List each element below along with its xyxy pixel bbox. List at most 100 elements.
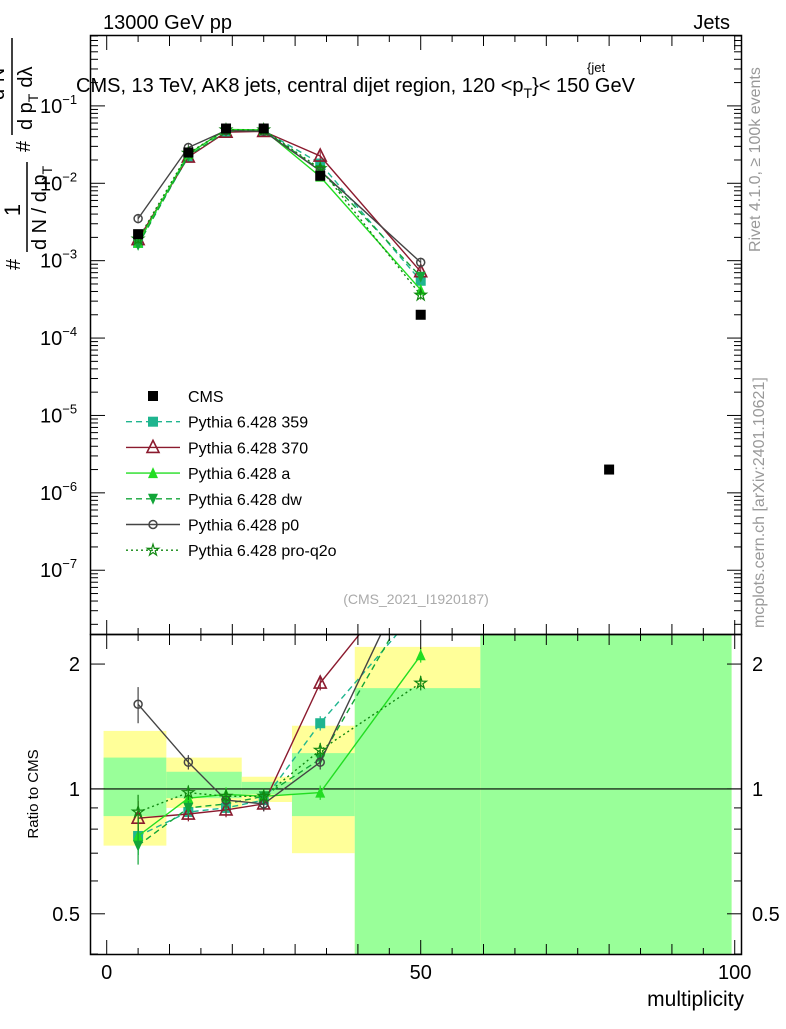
ratio-point-pq2o-1 — [180, 784, 196, 800]
ratio-y-tick-label-right-0: 0.5 — [752, 904, 780, 926]
main-line-pdw — [137, 129, 422, 278]
ratio-point-pa-4 — [315, 786, 326, 798]
ratio-point-p370-2 — [218, 801, 234, 816]
band-green-0 — [103, 757, 167, 817]
cms-point-3 — [258, 123, 269, 134]
ylabel-num: d²N — [0, 68, 9, 100]
legend-marker-pp0 — [148, 519, 158, 530]
main-y-tick-label-6: 10−1 — [40, 92, 77, 118]
plot-title: CMS, 13 TeV, AK8 jets, central dijet reg… — [76, 75, 636, 101]
ratio-line-pq2o — [137, 682, 422, 813]
legend-marker-pa — [148, 467, 158, 479]
ratio-point-pq2o-3 — [256, 788, 272, 803]
analysis-watermark: (CMS_2021_I1920187) — [343, 591, 489, 607]
legend-marker-p370 — [145, 438, 161, 454]
legend-marker-CMS — [148, 391, 158, 401]
legend-marker-pq2o — [145, 542, 161, 557]
main-y-tick-label-1: 10−6 — [40, 479, 77, 505]
ratio-line-pdw — [137, 635, 393, 847]
ratio-y-tick-label-left-1: 1 — [69, 779, 80, 801]
main-line-pp0 — [137, 129, 422, 263]
ratio-line-p359 — [137, 635, 398, 837]
ratio-error-bands — [103, 635, 732, 954]
plot-title-tail: }< 150 GeV — [532, 75, 636, 97]
ratio-point-pq2o-4 — [312, 742, 328, 757]
ratio-point-pdw-0 — [133, 840, 144, 852]
main-line-p370 — [137, 130, 422, 273]
header-right: Jets — [693, 12, 730, 34]
ratio-point-pq2o-0 — [130, 804, 146, 819]
band-green-5 — [480, 635, 732, 954]
plot-title-sub: T — [524, 85, 533, 101]
main-y-tick-label-4: 10−3 — [40, 247, 77, 273]
x-tick-label-2: 100 — [718, 962, 751, 984]
plot-title-main: CMS, 13 TeV, AK8 jets, central dijet reg… — [76, 75, 524, 97]
main-point-pp0-5 — [415, 257, 426, 268]
ratio-frame — [89, 633, 743, 956]
legend-marker-pdw — [148, 493, 158, 505]
band-green-3 — [291, 753, 355, 817]
legend-marker-p359 — [148, 416, 158, 427]
legend-label-p359: Pythia 6.428 359 — [188, 415, 308, 432]
cms-point-5 — [415, 309, 426, 320]
x-axis-label: multiplicity — [647, 988, 744, 1011]
ratio-point-p370-4 — [312, 674, 328, 689]
ratio-y-tick-label-right-1: 1 — [752, 779, 763, 801]
cms-point-2 — [221, 123, 232, 134]
cms-point-6 — [604, 464, 615, 475]
axes: 0 50 100 10−7 10−6 10−5 10−4 10−3 10−2 10−1 0.5 0.5… — [40, 35, 780, 984]
main-y-tick-label-0: 10−7 — [40, 556, 77, 582]
legend-label-pa: Pythia 6.428 a — [188, 466, 290, 483]
ratio-point-pp0-0 — [133, 699, 143, 710]
band-green-2 — [241, 781, 292, 795]
ratio-point-pp0-4 — [315, 757, 325, 767]
main-point-pp0-0 — [133, 213, 143, 224]
main-point-pdw-5 — [415, 271, 426, 283]
legend-label-p370: Pythia 6.428 370 — [188, 440, 308, 457]
legend-label-pdw: Pythia 6.428 dw — [188, 492, 302, 509]
ratio-line-pa — [137, 654, 422, 837]
ratio-series-group — [130, 635, 429, 865]
legend-label-pq2o: Pythia 6.428 pro-q2o — [188, 543, 337, 560]
ylabel-den2: d pTdλ — [15, 67, 41, 131]
x-tick-label-0: 0 — [101, 962, 112, 984]
ratio-point-pq2o-5 — [413, 674, 429, 690]
band-green-1 — [166, 771, 242, 799]
main-panel — [130, 121, 615, 475]
main-line-pa — [137, 128, 422, 291]
ratio-point-p359-4 — [315, 718, 326, 729]
ratio-point-pp0-1 — [183, 757, 194, 767]
ratio-y-label: Ratio to CMS — [25, 749, 42, 838]
ratio-panel — [91, 635, 741, 865]
ylabel-one: 1 — [0, 204, 25, 216]
ylabel-hash-1: # — [3, 258, 25, 270]
main-y-tick-label-5: 10−2 — [40, 169, 77, 195]
ylabel-den: d N / d pT — [29, 165, 55, 250]
main-y-tick-label-2: 10−5 — [40, 401, 77, 427]
main-y-tick-label-3: 10−4 — [40, 324, 77, 350]
ratio-line-pp0 — [137, 635, 382, 805]
legend: CMS Pythia 6.428 359 Pythia 6.428 370 Pythi… — [126, 389, 337, 560]
ratio-point-p370-1 — [181, 805, 196, 820]
cms-point-4 — [315, 170, 326, 181]
cms-point-1 — [183, 147, 194, 158]
ratio-point-pa-5 — [415, 649, 426, 661]
main-line-pq2o — [137, 129, 422, 296]
main-line-p359 — [137, 129, 422, 282]
ratio-point-pdw-1 — [183, 802, 194, 814]
legend-label-CMS: CMS — [188, 389, 224, 406]
main-point-pq2o-5 — [413, 286, 429, 302]
ratio-point-pq2o-2 — [218, 788, 234, 803]
ratio-y-tick-label-left-0: 0.5 — [52, 904, 80, 926]
ylabel-hash-2: # — [13, 140, 35, 152]
band-green-4 — [354, 688, 481, 954]
x-tick-label-1: 50 — [410, 962, 432, 984]
legend-label-pp0: Pythia 6.428 p0 — [188, 518, 299, 535]
rivet-label: Rivet 4.1.0, ≥ 100k events — [747, 67, 764, 252]
ratio-y-tick-label-right-2: 2 — [752, 654, 763, 676]
cms-point-0 — [133, 229, 144, 240]
header-left: 13000 GeV pp — [103, 12, 232, 34]
mcplots-label: mcplots.cern.ch [arXiv:2401.10621] — [751, 377, 768, 628]
